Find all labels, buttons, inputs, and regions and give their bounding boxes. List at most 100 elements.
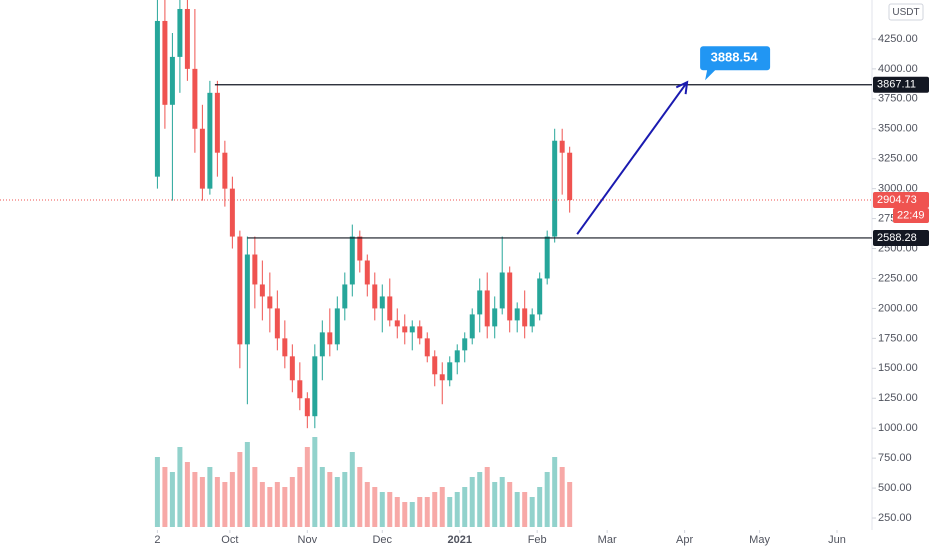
candle-body [229, 188, 235, 237]
candle-body [259, 284, 265, 297]
candle-body [297, 380, 303, 399]
target-label: 3888.54 [711, 50, 759, 65]
arrow-line [576, 81, 688, 235]
x-tick-label: Oct [221, 534, 238, 546]
volume-bar [409, 502, 415, 527]
volume-bar [357, 467, 363, 527]
volume-bar [387, 492, 393, 527]
x-tick-label: Dec [372, 534, 392, 546]
volume-bar [267, 487, 273, 527]
countdown: 22:49 [897, 209, 925, 221]
candle-body [274, 308, 280, 339]
candle-body [492, 308, 498, 327]
candle-body [349, 236, 355, 285]
candle-body [319, 332, 325, 357]
candle-body [267, 296, 273, 309]
level-label: 2588.28 [877, 232, 917, 244]
volume-bar [237, 452, 243, 527]
y-tick-label: 3000.00 [878, 183, 918, 195]
level-label: 3867.11 [877, 79, 916, 91]
volume-bar [484, 467, 490, 527]
candle-body [567, 152, 573, 201]
candle-body [424, 338, 430, 357]
y-tick-label: 2000.00 [878, 302, 918, 314]
volume-bar [169, 472, 175, 527]
candle-body [342, 284, 348, 309]
candle-body [409, 326, 415, 333]
volume-bar [567, 482, 573, 527]
y-tick-label: 1000.00 [878, 422, 918, 434]
candle-body [507, 272, 513, 321]
volume-bar [514, 492, 520, 527]
y-tick-label: 1500.00 [878, 362, 918, 374]
volume-bar [184, 462, 190, 527]
volume-bar [282, 487, 288, 527]
volume-bar [417, 497, 423, 527]
currency-box [888, 3, 924, 21]
candle-body [537, 278, 543, 315]
volume-bar [154, 457, 160, 527]
volume-bar [552, 457, 558, 527]
x-tick-label: Mar [598, 534, 617, 546]
y-tick-label: 4000.00 [878, 63, 918, 75]
candle-body [387, 296, 393, 321]
volume-bar [447, 497, 453, 527]
countdown-badge [893, 208, 929, 224]
candle-body [394, 320, 400, 327]
volume-bar [334, 477, 340, 527]
volume-bar [244, 442, 250, 527]
volume-bar [274, 482, 280, 527]
volume-bar [229, 472, 235, 527]
last-price-label: 2904.73 [877, 194, 917, 206]
y-tick-label: 250.00 [878, 512, 912, 524]
x-tick-label: 2 [154, 534, 160, 546]
candle-body [312, 356, 318, 417]
candle-body [499, 272, 505, 309]
candle-body [199, 128, 205, 189]
candle-body [282, 338, 288, 357]
candle-body [454, 350, 460, 363]
volume-bar [304, 447, 310, 527]
volume-bar [349, 452, 355, 527]
volume-bar [432, 492, 438, 527]
candle-body [334, 308, 340, 345]
volume-bar [394, 497, 400, 527]
candle-body [417, 326, 423, 339]
candle-body [477, 290, 483, 315]
candle-body [252, 254, 258, 285]
y-tick-label: 1750.00 [878, 332, 918, 344]
y-tick-label: 4250.00 [878, 33, 918, 45]
candle-body [184, 8, 190, 69]
volume-bar [499, 477, 505, 527]
volume-bar [297, 467, 303, 527]
candle-body [169, 56, 175, 105]
candle-body [484, 290, 490, 327]
last-price-badge [873, 192, 929, 209]
candle-body [462, 338, 468, 351]
candle-body [357, 236, 363, 261]
x-tick-label: May [749, 534, 770, 546]
candle-body [207, 92, 213, 189]
volume-bar [529, 497, 535, 527]
volume-bar [462, 487, 468, 527]
volume-bar [207, 467, 213, 527]
candle-body [432, 356, 438, 375]
candle-body [372, 284, 378, 309]
level-badge [873, 76, 929, 93]
candle-body [327, 332, 333, 345]
candle-body [379, 296, 385, 309]
volume-bar [402, 502, 408, 527]
candle-body [522, 308, 528, 327]
volume-bar [559, 467, 565, 527]
candle-body [552, 140, 558, 237]
candle-body [237, 236, 243, 345]
volume-bar [192, 472, 198, 527]
level-badge [873, 229, 929, 246]
y-tick-label: 3750.00 [878, 93, 918, 105]
candle-body [214, 92, 220, 153]
arrow-head [675, 80, 689, 95]
volume-bar [222, 482, 228, 527]
volume-bar [507, 482, 513, 527]
currency: USDT [892, 7, 919, 18]
volume-bar [469, 477, 475, 527]
